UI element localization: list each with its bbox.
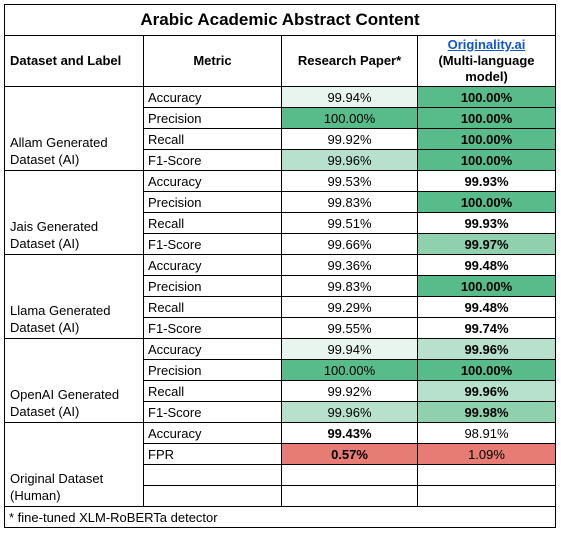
table-row: Recall 99.51% 99.93% (5, 212, 556, 234)
footnote: * fine-tuned XLM-RoBERTa detector (4, 506, 556, 528)
originality-value: 99.48% (417, 254, 556, 276)
research-value: 99.96% (281, 401, 418, 423)
originality-value: 100.00% (417, 149, 556, 171)
table-row: F1-Score 99.96% 99.98% (5, 401, 556, 423)
originality-value: 100.00% (417, 86, 556, 108)
table-row: Recall 99.29% 99.48% (5, 296, 556, 318)
table-row: FPR 0.57% 1.09% (5, 443, 556, 465)
metric-cell: Accuracy (143, 86, 282, 108)
header-originality: Originality.ai (Multi-language model) (417, 35, 556, 87)
results-table-container: Arabic Academic Abstract Content Dataset… (4, 4, 556, 528)
dataset-label-original: Original Dataset (Human) (4, 422, 144, 507)
research-value: 99.66% (281, 233, 418, 255)
research-value: 99.92% (281, 380, 418, 402)
metric-cell: Accuracy (143, 422, 282, 444)
originality-value: 100.00% (417, 275, 556, 297)
metric-cell: F1-Score (143, 149, 282, 171)
results-table: Arabic Academic Abstract Content Dataset… (4, 4, 556, 528)
table-title: Arabic Academic Abstract Content (4, 4, 556, 36)
table-row: Jais Generated Dataset (AI) Accuracy 99.… (4, 170, 556, 255)
research-value: 99.96% (281, 149, 418, 171)
originality-value: 99.96% (417, 338, 556, 360)
table-row: OpenAI Generated Dataset (AI) Accuracy 9… (4, 338, 556, 423)
table-row (5, 464, 556, 486)
dataset-label-allam: Allam Generated Dataset (AI) (4, 86, 144, 171)
table-row: Precision 99.83% 100.00% (5, 275, 556, 297)
table-row: Recall 99.92% 99.96% (5, 380, 556, 402)
metric-cell: Recall (143, 296, 282, 318)
metric-cell: F1-Score (143, 233, 282, 255)
metric-cell: F1-Score (143, 317, 282, 339)
table-row: F1-Score 99.66% 99.97% (5, 233, 556, 255)
originality-value: 1.09% (417, 443, 556, 465)
table-row: Llama Generated Dataset (AI) Accuracy 99… (4, 254, 556, 339)
research-value: 100.00% (281, 359, 418, 381)
table-row: F1-Score 99.55% 99.74% (5, 317, 556, 339)
research-value: 99.94% (281, 86, 418, 108)
research-value (281, 485, 418, 507)
research-value: 99.83% (281, 191, 418, 213)
table-row: F1-Score 99.96% 100.00% (5, 149, 556, 171)
header-research-paper: Research Paper* (281, 35, 418, 87)
header-metric: Metric (143, 35, 282, 87)
metric-cell: Precision (143, 191, 282, 213)
research-value: 99.51% (281, 212, 418, 234)
research-value: 99.92% (281, 128, 418, 150)
research-value: 99.29% (281, 296, 418, 318)
originality-value: 99.74% (417, 317, 556, 339)
table-row: Original Dataset (Human) Accuracy 99.43%… (4, 422, 556, 507)
metric-cell: Accuracy (143, 170, 282, 192)
originality-value: 99.93% (417, 212, 556, 234)
originality-value (417, 464, 556, 486)
research-value: 99.83% (281, 275, 418, 297)
table-row: Allam Generated Dataset (AI) Accuracy 99… (4, 86, 556, 171)
metric-cell: Recall (143, 128, 282, 150)
originality-value (417, 485, 556, 507)
metric-cell: Precision (143, 107, 282, 129)
dataset-label-llama: Llama Generated Dataset (AI) (4, 254, 144, 339)
metric-cell (143, 485, 282, 507)
originality-value: 99.96% (417, 380, 556, 402)
originality-value: 100.00% (417, 359, 556, 381)
metric-cell (143, 464, 282, 486)
originality-value: 99.98% (417, 401, 556, 423)
research-value: 99.36% (281, 254, 418, 276)
research-value: 100.00% (281, 107, 418, 129)
table-row: Precision 100.00% 100.00% (5, 359, 556, 381)
metric-cell: Accuracy (143, 254, 282, 276)
originality-value: 99.48% (417, 296, 556, 318)
originality-value: 98.91% (417, 422, 556, 444)
metric-cell: FPR (143, 443, 282, 465)
originality-link[interactable]: Originality.ai (447, 37, 526, 52)
metric-cell: Recall (143, 380, 282, 402)
research-value: 99.53% (281, 170, 418, 192)
table-row: Precision 99.83% 100.00% (5, 191, 556, 213)
research-value: 99.43% (281, 422, 418, 444)
originality-value: 100.00% (417, 191, 556, 213)
metric-cell: Recall (143, 212, 282, 234)
dataset-label-openai: OpenAI Generated Dataset (AI) (4, 338, 144, 423)
research-value: 99.94% (281, 338, 418, 360)
originality-value: 100.00% (417, 128, 556, 150)
research-value (281, 464, 418, 486)
dataset-label-jais: Jais Generated Dataset (AI) (4, 170, 144, 255)
originality-value: 99.97% (417, 233, 556, 255)
originality-value: 100.00% (417, 107, 556, 129)
originality-value: 99.93% (417, 170, 556, 192)
metric-cell: Accuracy (143, 338, 282, 360)
research-value: 99.55% (281, 317, 418, 339)
metric-cell: F1-Score (143, 401, 282, 423)
metric-cell: Precision (143, 275, 282, 297)
header-dataset-label: Dataset and Label (4, 35, 144, 87)
research-value: 0.57% (281, 443, 418, 465)
metric-cell: Precision (143, 359, 282, 381)
originality-subtitle: (Multi-language model) (438, 53, 535, 84)
